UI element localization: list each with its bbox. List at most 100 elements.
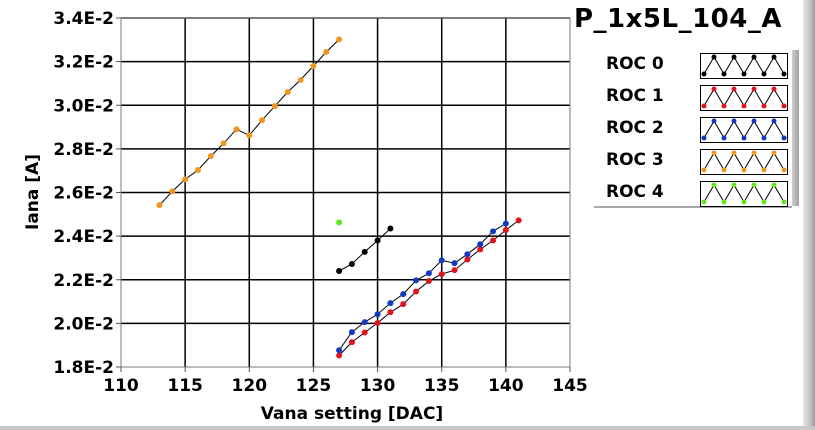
x-tick-label: 140 bbox=[488, 376, 524, 396]
y-tick-label: 2.4E-2 bbox=[53, 227, 114, 247]
y-axis-label: Iana [A] bbox=[23, 154, 43, 230]
legend-item-roc-1[interactable]: ROC 1 bbox=[594, 83, 792, 111]
y-tick-label: 1.8E-2 bbox=[53, 358, 114, 378]
legend-marker bbox=[701, 71, 707, 77]
data-point bbox=[233, 126, 240, 133]
data-point bbox=[387, 309, 394, 316]
legend-marker bbox=[721, 167, 727, 173]
data-point bbox=[464, 256, 471, 263]
y-tick-label: 2.6E-2 bbox=[53, 184, 114, 204]
legend-marker bbox=[761, 71, 767, 77]
data-point bbox=[400, 291, 407, 298]
data-point bbox=[361, 319, 368, 326]
legend-item-roc-2[interactable]: ROC 2 bbox=[594, 115, 792, 143]
data-point bbox=[451, 267, 458, 274]
data-point bbox=[502, 220, 509, 227]
legend-marker bbox=[721, 71, 727, 77]
legend-scrollbar[interactable] bbox=[792, 50, 799, 206]
window-right-edge bbox=[803, 0, 815, 430]
legend-item-roc-0[interactable]: ROC 0 bbox=[594, 51, 792, 79]
data-point bbox=[464, 251, 471, 258]
legend-label: ROC 0 bbox=[606, 54, 664, 74]
legend-line-icon bbox=[701, 118, 787, 141]
data-point bbox=[348, 329, 355, 336]
data-point bbox=[246, 132, 253, 139]
legend-label: ROC 4 bbox=[606, 182, 664, 202]
series-group bbox=[156, 36, 522, 359]
legend-swatch-icon bbox=[700, 181, 788, 207]
data-point bbox=[271, 103, 278, 110]
legend-marker bbox=[761, 135, 767, 141]
legend-marker bbox=[781, 167, 787, 173]
legend-marker bbox=[781, 103, 787, 109]
x-tick-label: 120 bbox=[232, 376, 268, 396]
x-tick-label: 145 bbox=[552, 376, 588, 396]
legend-marker bbox=[771, 118, 777, 124]
legend-marker bbox=[701, 199, 707, 205]
legend-marker bbox=[751, 182, 757, 188]
data-point bbox=[413, 288, 420, 295]
series-roc-1 bbox=[336, 217, 522, 359]
legend-line-icon bbox=[701, 182, 787, 205]
legend-label: ROC 2 bbox=[606, 118, 664, 138]
data-point bbox=[156, 202, 163, 209]
data-point bbox=[425, 270, 432, 277]
legend-marker bbox=[751, 86, 757, 92]
legend-marker bbox=[711, 182, 717, 188]
x-axis: 110 115 120 125 130 135 140 145 bbox=[103, 367, 588, 396]
x-tick-label: 135 bbox=[424, 376, 460, 396]
legend-marker bbox=[741, 135, 747, 141]
legend-marker bbox=[771, 150, 777, 156]
data-point bbox=[400, 301, 407, 308]
x-axis-label: Vana setting [DAC] bbox=[261, 404, 443, 424]
data-point bbox=[438, 271, 445, 278]
data-point bbox=[348, 339, 355, 346]
data-point bbox=[361, 248, 368, 255]
legend-swatch-icon bbox=[700, 117, 788, 143]
data-point bbox=[336, 268, 343, 275]
legend-marker bbox=[761, 103, 767, 109]
data-point bbox=[336, 347, 343, 354]
legend-marker bbox=[771, 182, 777, 188]
data-point bbox=[297, 76, 304, 83]
legend-marker bbox=[741, 199, 747, 205]
data-point bbox=[477, 241, 484, 248]
chart-title: P_1x5L_104_A bbox=[574, 4, 782, 34]
data-point bbox=[425, 278, 432, 285]
grid-lines bbox=[121, 17, 570, 367]
y-tick-label: 2.0E-2 bbox=[53, 314, 114, 334]
legend-item-roc-4[interactable]: ROC 4 bbox=[594, 179, 792, 207]
series-roc-2 bbox=[336, 220, 509, 354]
legend-marker bbox=[731, 182, 737, 188]
data-point bbox=[515, 217, 522, 224]
data-point bbox=[374, 311, 381, 318]
legend-marker bbox=[771, 86, 777, 92]
legend-marker bbox=[721, 103, 727, 109]
legend-marker bbox=[761, 167, 767, 173]
legend-label: ROC 3 bbox=[606, 150, 664, 170]
data-point bbox=[374, 237, 381, 244]
data-point bbox=[477, 246, 484, 253]
legend-marker bbox=[711, 54, 717, 60]
y-tick-label: 3.4E-2 bbox=[53, 9, 114, 29]
data-point bbox=[438, 257, 445, 264]
series-roc-3 bbox=[156, 36, 343, 209]
data-point bbox=[413, 277, 420, 284]
legend-marker bbox=[701, 167, 707, 173]
legend-item-roc-3[interactable]: ROC 3 bbox=[594, 147, 792, 175]
data-point bbox=[194, 167, 201, 174]
legend-marker bbox=[751, 150, 757, 156]
legend-marker bbox=[711, 118, 717, 124]
legend-swatch-icon bbox=[700, 53, 788, 79]
legend-label: ROC 1 bbox=[606, 86, 664, 106]
legend-marker bbox=[721, 199, 727, 205]
legend-line-icon bbox=[701, 54, 787, 77]
y-tick-label: 3.2E-2 bbox=[53, 53, 114, 73]
legend-line-icon bbox=[701, 86, 787, 109]
data-point bbox=[451, 260, 458, 267]
data-point bbox=[374, 319, 381, 326]
legend-marker bbox=[771, 54, 777, 60]
data-point bbox=[336, 219, 343, 226]
legend-marker bbox=[711, 86, 717, 92]
series-roc-0 bbox=[336, 225, 394, 275]
